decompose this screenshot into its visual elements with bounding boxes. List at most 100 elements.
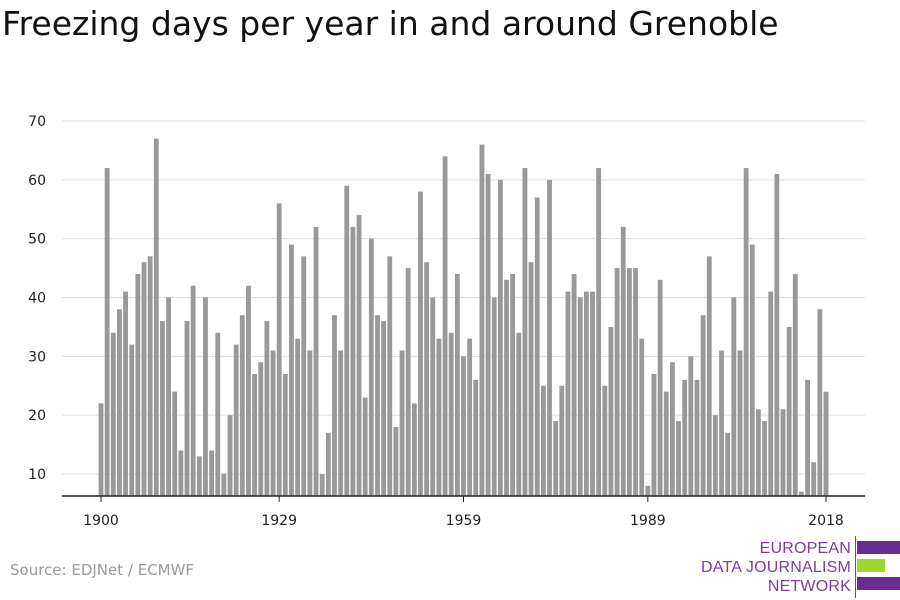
bar-1934: [307, 350, 313, 496]
bar-2007: [755, 409, 761, 496]
bar-1910: [160, 321, 165, 496]
bar-1941: [350, 226, 356, 496]
bar-1994: [676, 421, 681, 496]
bar-2010: [774, 173, 780, 496]
bar-2015: [805, 379, 810, 496]
bar-1954: [430, 297, 436, 496]
bar-1914: [184, 321, 190, 496]
bar-1925: [252, 373, 258, 496]
bar-1913: [178, 450, 184, 496]
bar-1920: [221, 474, 227, 496]
bar-1963: [485, 173, 491, 496]
y-tick-label: 20: [28, 408, 46, 424]
bar-2013: [792, 273, 798, 496]
bar-1932: [295, 338, 301, 496]
bar-1980: [590, 291, 595, 496]
bar-1993: [669, 362, 675, 496]
bar-2001: [719, 350, 724, 496]
bar-1976: [565, 291, 571, 496]
bar-1987: [633, 268, 638, 496]
bar-1911: [166, 297, 171, 496]
bar-1991: [657, 279, 663, 496]
y-tick-label: 60: [28, 173, 46, 189]
bar-1901: [104, 168, 110, 496]
bar-1981: [596, 168, 602, 496]
bar-1995: [682, 379, 688, 496]
bar-1937: [325, 432, 331, 496]
bar-1967: [510, 273, 516, 496]
logo-bar-bottom: [857, 577, 900, 590]
y-tick-label: 30: [28, 349, 46, 365]
bar-1929: [276, 203, 282, 496]
bar-1965: [497, 179, 503, 496]
bar-1978: [577, 297, 583, 496]
x-tick-label: 1959: [446, 513, 482, 529]
bar-1958: [454, 273, 460, 496]
bar-1904: [123, 291, 128, 496]
bar-1922: [233, 344, 239, 496]
bar-1998: [700, 315, 706, 496]
bar-1997: [694, 379, 700, 496]
bar-1975: [559, 385, 565, 496]
bar-1912: [172, 391, 178, 496]
bar-2012: [786, 326, 792, 496]
bar-1917: [203, 297, 208, 496]
bar-1964: [491, 297, 497, 496]
bar-1905: [129, 344, 135, 496]
logo-line-2: DATA JOURNALISM: [701, 559, 851, 576]
bar-1970: [528, 262, 534, 496]
bar-2017: [817, 309, 823, 496]
bar-1944: [368, 238, 374, 497]
x-tick-label: 1900: [83, 513, 119, 529]
bar-1950: [405, 268, 411, 496]
bar-1966: [504, 279, 509, 496]
bar-1990: [651, 373, 657, 496]
logo-line-1: EUROPEAN: [759, 540, 851, 557]
logo-line-3: NETWORK: [767, 578, 851, 595]
bar-1984: [614, 268, 620, 496]
bar-1936: [319, 474, 325, 496]
bar-1961: [473, 379, 479, 496]
bar-1985: [620, 226, 626, 496]
bar-1988: [639, 338, 645, 496]
bar-1900: [98, 403, 104, 496]
bar-2000: [712, 415, 718, 496]
bar-1916: [196, 456, 202, 496]
bar-1918: [209, 450, 215, 496]
bar-1951: [411, 403, 417, 496]
bar-1953: [424, 262, 430, 496]
source-note: Source: EDJNet / ECMWF: [10, 561, 195, 579]
bar-1996: [688, 356, 694, 496]
bar-1933: [301, 256, 307, 496]
logo-text: EUROPEAN DATA JOURNALISM NETWORK: [701, 539, 851, 596]
bar-1972: [540, 385, 546, 496]
logo-bar-top: [857, 541, 900, 554]
bar-1919: [215, 332, 221, 496]
y-tick-label: 40: [28, 291, 46, 307]
bar-1906: [135, 273, 141, 496]
x-axis-ticks: 1900 1929 1959 1989 2018: [83, 496, 844, 529]
bar-2011: [780, 409, 786, 496]
bar-1962: [479, 144, 485, 496]
bar-1921: [227, 415, 233, 496]
bar-1960: [467, 338, 473, 496]
bar-1907: [141, 262, 147, 496]
bar-1939: [338, 350, 344, 496]
bar-1955: [436, 338, 442, 496]
bar-1956: [442, 156, 448, 497]
bar-1928: [270, 350, 276, 496]
y-tick-label: 70: [28, 114, 46, 130]
logo-bar-middle: [857, 559, 885, 572]
bar-1902: [110, 332, 116, 496]
bar-1968: [516, 332, 522, 496]
bar-1986: [626, 268, 632, 496]
logo-divider: [855, 536, 856, 598]
bar-1992: [663, 391, 669, 496]
bar-1959: [461, 356, 466, 496]
bar-2018: [823, 391, 829, 496]
bar-1903: [117, 309, 122, 496]
bar-1957: [448, 332, 454, 496]
x-tick-label: 1989: [630, 513, 666, 529]
y-axis-ticks: 10 20 30 40 50 60 70: [28, 114, 46, 483]
